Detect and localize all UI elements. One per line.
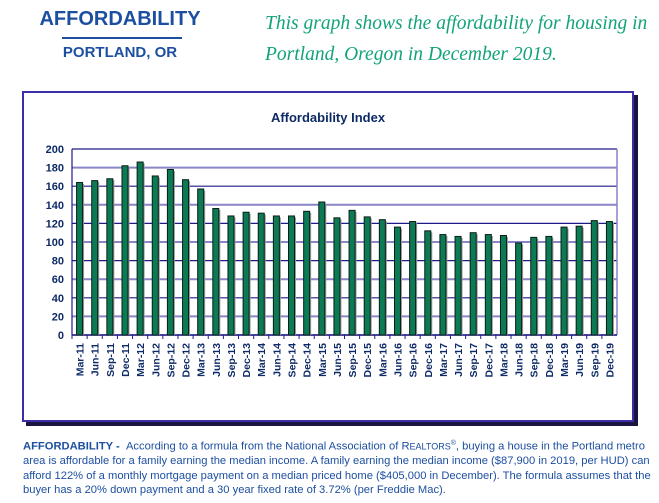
x-tick-label: Sep-13 [226, 343, 238, 378]
bar [242, 211, 250, 336]
x-tick-label: Sep-11 [105, 343, 117, 377]
header-location: PORTLAND, OR [62, 44, 178, 61]
x-tick-label: Dec-19 [604, 343, 616, 378]
bar [530, 236, 538, 336]
x-tick-label: Dec-15 [362, 343, 374, 378]
y-tick-label: 40 [52, 293, 64, 305]
bar [605, 221, 613, 336]
x-tick-label: Mar-16 [377, 343, 389, 377]
x-tick-label: Mar-11 [75, 343, 87, 376]
x-tick-label: Dec-14 [302, 343, 314, 378]
bar [424, 230, 432, 336]
footer-lead: AFFORDABILITY - [23, 440, 120, 453]
y-tick-label: 20 [52, 311, 64, 323]
x-tick-label: Sep-18 [529, 343, 541, 378]
chart-title: Affordability Index [271, 110, 386, 125]
x-tick-label: Mar-18 [498, 343, 510, 377]
x-tick-label: Mar-19 [559, 343, 571, 377]
bar [227, 215, 235, 336]
bar [106, 178, 114, 336]
x-tick-label: Jun-17 [453, 343, 465, 377]
footer-text-1: According to a formula from the National… [125, 440, 410, 453]
y-tick-label: 120 [46, 218, 64, 230]
x-tick-label: Jun-16 [392, 343, 404, 377]
bar [151, 175, 159, 336]
bar [333, 217, 341, 336]
bar [303, 210, 311, 336]
x-tick-label: Dec-17 [483, 343, 495, 378]
x-tick-label: Mar-13 [196, 343, 208, 377]
y-tick-label: 0 [58, 330, 64, 342]
bar [393, 226, 401, 336]
x-tick-label: Sep-14 [287, 343, 299, 378]
footer-note: AFFORDABILITY - According to a formula f… [23, 437, 653, 498]
bar [378, 219, 386, 336]
x-tick-label: Jun-18 [514, 343, 526, 377]
bar [545, 235, 553, 336]
x-tick-label: Mar-14 [256, 343, 268, 377]
bar [212, 208, 220, 336]
y-tick-label: 100 [46, 237, 64, 249]
bar [409, 221, 417, 336]
bar [515, 242, 523, 336]
x-tick-label: Dec-12 [181, 343, 193, 378]
x-tick-label: Dec-18 [544, 343, 556, 378]
bar [348, 209, 356, 336]
y-tick-label: 140 [46, 200, 64, 212]
x-tick-label: Dec-11 [120, 343, 132, 377]
bar [257, 212, 265, 336]
bar [288, 215, 296, 336]
y-tick-label: 200 [46, 144, 64, 156]
bar [575, 225, 583, 336]
bar [136, 161, 144, 336]
header-divider [62, 37, 182, 39]
x-tick-label: Jun-15 [332, 343, 344, 377]
x-tick-label: Mar-15 [317, 343, 329, 377]
bar [590, 220, 598, 336]
bar [182, 179, 190, 336]
bar [454, 235, 462, 336]
bar [499, 234, 507, 336]
x-tick-label: Jun-14 [271, 343, 283, 377]
header-description: This graph shows the affordability for h… [265, 13, 648, 65]
x-tick-label: Jun-13 [211, 343, 223, 377]
bar [363, 216, 371, 336]
footer-registered: ® [450, 440, 456, 447]
bar [318, 201, 326, 336]
x-tick-label: Dec-13 [241, 343, 253, 378]
bar [121, 165, 129, 336]
bar [76, 181, 84, 336]
x-tick-label: Jun-12 [150, 343, 162, 377]
y-tick-label: 160 [46, 181, 64, 193]
x-tick-label: Jun-19 [574, 343, 586, 377]
x-tick-label: Dec-16 [423, 343, 435, 378]
x-tick-label: Mar-12 [135, 343, 147, 377]
footer-text-2: , buying a house in the Portland metro a… [23, 440, 651, 497]
x-tick-label: Sep-17 [468, 343, 480, 378]
x-tick-label: Mar-17 [438, 343, 450, 377]
x-tick-label: Sep-19 [589, 343, 601, 378]
x-tick-label: Sep-15 [347, 343, 359, 378]
bar [272, 215, 280, 336]
footer-realtors: EALTORS [409, 441, 451, 452]
y-tick-label: 60 [52, 274, 64, 286]
y-tick-label: 180 [46, 163, 64, 175]
bar [469, 232, 477, 336]
bar [197, 188, 205, 336]
bar [439, 234, 447, 336]
bar [484, 234, 492, 336]
x-tick-label: Sep-16 [408, 343, 420, 378]
bar [560, 226, 568, 336]
header-title: AFFORDABILITY [39, 8, 201, 30]
y-tick-label: 80 [52, 256, 64, 268]
bar [91, 180, 99, 336]
x-tick-label: Sep-12 [165, 343, 177, 378]
bar [166, 168, 174, 336]
x-tick-label: Jun-11 [90, 343, 102, 376]
